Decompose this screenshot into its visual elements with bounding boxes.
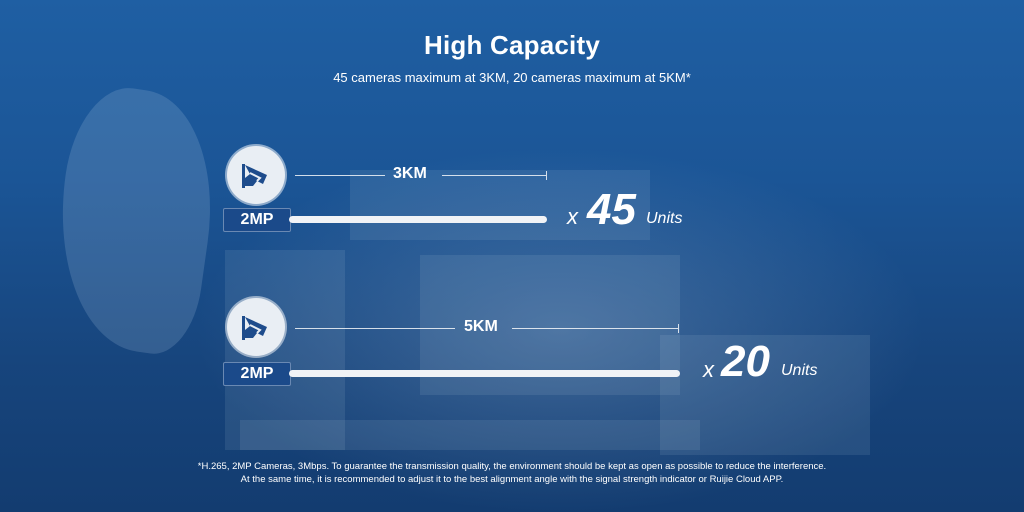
page-title: High Capacity <box>424 30 600 60</box>
resolution-badge: 2MP <box>223 208 291 232</box>
page-subtitle: 45 cameras maximum at 3KM, 20 cameras ma… <box>333 70 691 85</box>
camera-icon <box>227 146 285 204</box>
footnote-line-1: *H.265, 2MP Cameras, 3Mbps. To guarantee… <box>197 461 827 472</box>
background-river <box>42 80 228 360</box>
background-building <box>240 420 700 450</box>
background-building <box>420 255 680 395</box>
background-building <box>660 335 870 455</box>
footnote-line-2: At the same time, it is recommended to a… <box>240 474 784 485</box>
background-building <box>350 170 650 240</box>
units-label: Units <box>646 210 683 227</box>
